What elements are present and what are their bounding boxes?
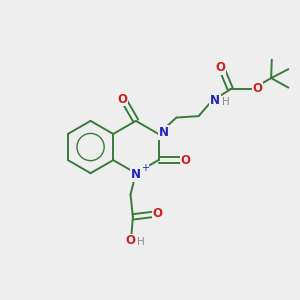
Text: +: +	[141, 163, 149, 173]
Text: O: O	[180, 154, 190, 166]
Text: O: O	[125, 234, 135, 247]
Text: O: O	[117, 93, 127, 106]
Text: N: N	[210, 94, 220, 106]
Text: O: O	[153, 207, 163, 220]
Text: O: O	[252, 82, 262, 95]
Text: H: H	[222, 97, 230, 107]
Text: N: N	[159, 126, 169, 139]
Text: N: N	[131, 168, 141, 181]
Text: O: O	[216, 61, 226, 74]
Text: H: H	[137, 237, 145, 247]
